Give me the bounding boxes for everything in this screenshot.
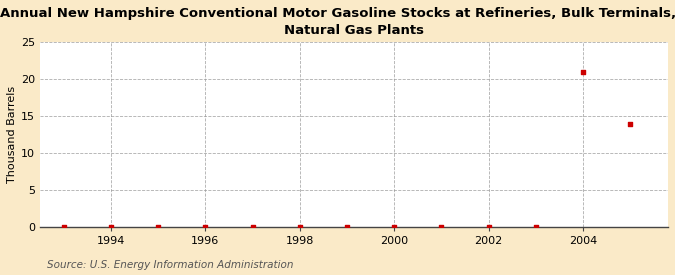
Point — [200, 225, 211, 229]
Point — [578, 70, 589, 74]
Point — [625, 121, 636, 126]
Point — [105, 225, 116, 229]
Point — [247, 225, 258, 229]
Y-axis label: Thousand Barrels: Thousand Barrels — [7, 86, 17, 183]
Point — [389, 225, 400, 229]
Title: Annual New Hampshire Conventional Motor Gasoline Stocks at Refineries, Bulk Term: Annual New Hampshire Conventional Motor … — [0, 7, 675, 37]
Point — [294, 225, 305, 229]
Point — [153, 225, 163, 229]
Point — [436, 225, 447, 229]
Point — [58, 225, 69, 229]
Text: Source: U.S. Energy Information Administration: Source: U.S. Energy Information Administ… — [47, 260, 294, 270]
Point — [531, 225, 541, 229]
Point — [342, 225, 352, 229]
Point — [483, 225, 494, 229]
